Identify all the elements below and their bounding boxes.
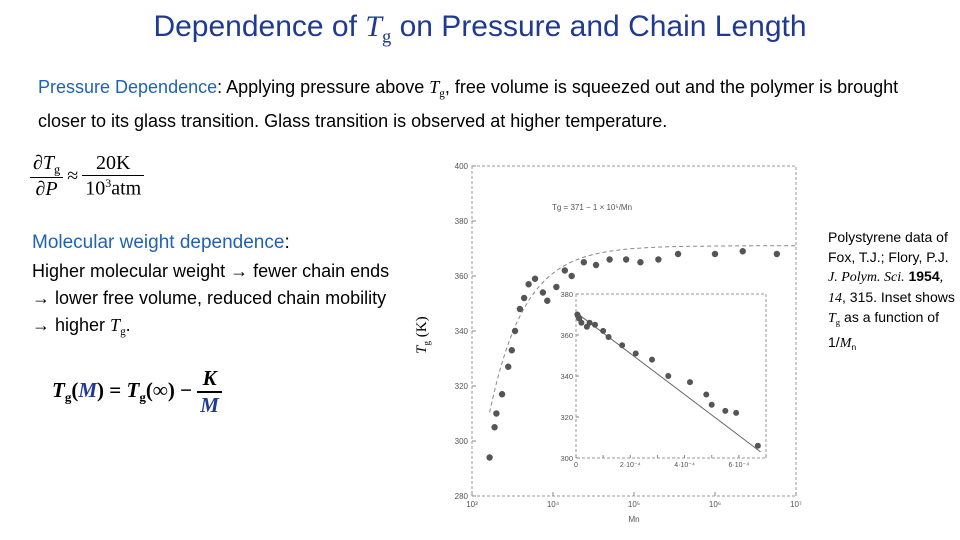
title-tg-symbol: Tg	[365, 10, 392, 48]
main-data-point	[739, 248, 746, 255]
main-data-point	[606, 256, 613, 263]
inset-data-point	[586, 319, 593, 326]
inset-data-point	[578, 319, 585, 326]
inset-data-point	[703, 391, 710, 398]
inset-data-point	[665, 373, 672, 379]
main-data-point	[520, 294, 528, 302]
main-y-tick-label: 360	[455, 272, 469, 281]
main-y-tick-label: 280	[455, 492, 469, 501]
main-data-point	[508, 347, 516, 354]
inset-x-tick-label: 6·10⁻⁴	[728, 462, 749, 469]
inset-data-point	[600, 327, 607, 334]
inset-data-point	[592, 321, 598, 328]
inset-y-tick-label: 340	[560, 372, 573, 381]
reference-note: Polystyrene data of Fox, T.J.; Flory, P.…	[828, 229, 955, 352]
inset-data-point	[649, 356, 655, 363]
inset-data-point	[754, 442, 761, 449]
main-x-tick-label: 10⁶	[709, 500, 721, 509]
mw-tg-symbol: Tg	[110, 315, 126, 338]
inset-data-point	[722, 407, 729, 414]
main-fit-annotation: Tg = 371 − 1 × 10⁵/Mn	[552, 203, 632, 212]
inset-y-tick-label: 320	[560, 413, 573, 422]
inset-x-tick-label: 2·10⁻⁴	[620, 462, 641, 469]
main-data-point	[773, 250, 781, 258]
main-data-point	[531, 275, 539, 282]
inset-data-point	[605, 334, 612, 341]
pressure-paragraph: Pressure Dependence: Applying pressure a…	[38, 77, 899, 131]
main-data-point	[493, 410, 500, 417]
tg-vs-mn-chart: 280 300 320 340 360 380 400 10³ 10⁴ 10⁵ 10⁶ 10⁷ Mn Tg…	[455, 162, 802, 524]
main-data-point	[622, 256, 630, 263]
main-data-point	[516, 305, 524, 313]
main-data-point	[491, 424, 498, 431]
main-y-tick-label: 300	[455, 437, 469, 446]
main-y-tick-label: 380	[455, 217, 469, 226]
inset-data-point	[632, 350, 639, 357]
main-y-tick-label: 320	[455, 382, 469, 391]
main-data-point	[525, 281, 532, 288]
inset-y-tick-label: 380	[560, 290, 573, 299]
main-data-point	[553, 283, 560, 291]
main-y-tick-label: 400	[455, 162, 469, 171]
y-axis-label: Tg (K)	[414, 316, 433, 354]
main-data-point	[592, 261, 600, 269]
slide-title: Dependence of Tg on Pressure and Chain L…	[153, 10, 807, 48]
pressure-heading: Pressure Dependence	[38, 77, 218, 97]
inset-data-point	[687, 379, 693, 386]
pressure-tg-symbol: Tg	[429, 77, 445, 100]
main-data-point	[580, 259, 587, 266]
pressure-equation: ∂Tg ∂P ≈ 20K 103atm	[30, 152, 145, 201]
main-data-point	[539, 289, 547, 296]
main-x-axis-label: Mn	[628, 515, 639, 524]
inset-y-tick-label: 360	[560, 331, 573, 340]
main-x-tick-label: 10⁵	[628, 500, 640, 509]
main-data-point	[544, 297, 551, 304]
molecular-weight-heading: Molecular weight dependence:	[32, 232, 290, 253]
main-y-tick-label: 340	[455, 327, 469, 336]
main-data-point	[655, 256, 662, 263]
main-data-point	[711, 250, 719, 258]
main-fit-curve	[489, 245, 796, 413]
main-data-point	[498, 391, 506, 398]
main-x-tick-label: 10⁷	[790, 500, 802, 509]
inset-x-tick-label: 4·10⁻⁴	[674, 462, 695, 469]
main-data-point	[637, 259, 644, 266]
molecular-weight-paragraph: Higher molecular weight → fewer chain en…	[32, 261, 390, 338]
main-data-point	[486, 454, 493, 461]
main-x-tick-label: 10⁴	[547, 500, 560, 509]
inset-data-point	[733, 409, 740, 416]
main-data-point	[561, 267, 569, 274]
inset-x-tick-label: 0	[574, 462, 578, 469]
main-data-point	[511, 327, 519, 335]
main-data-point	[505, 363, 512, 370]
inset-data-point	[619, 342, 626, 349]
main-data-point	[674, 250, 682, 258]
main-data-point	[568, 272, 575, 280]
inset-data-point	[708, 401, 715, 408]
main-x-tick-label: 10³	[466, 500, 478, 509]
inset-y-tick-label: 300	[560, 454, 573, 463]
